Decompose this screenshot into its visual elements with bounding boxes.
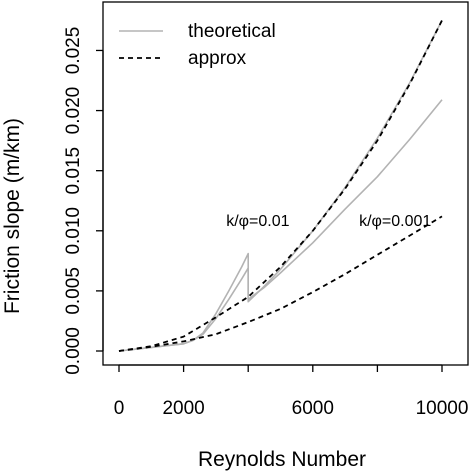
annotation-label: k/φ=0.001 bbox=[359, 213, 431, 230]
legend: theoretical approx bbox=[119, 21, 276, 69]
x-tick-label: 6000 bbox=[292, 398, 334, 419]
y-tick-label: 0.020 bbox=[63, 87, 84, 135]
x-axis-label: Reynolds Number bbox=[198, 448, 366, 471]
annotation-label: k/φ=0.01 bbox=[226, 213, 289, 230]
approx-line-0-001 bbox=[118, 215, 443, 352]
x-tick-label: 10000 bbox=[416, 398, 469, 419]
series-layer bbox=[118, 19, 443, 352]
annotation-layer: k/φ=0.01 k/φ=0.001 bbox=[226, 213, 431, 230]
approx-line-0-01 bbox=[118, 19, 443, 352]
x-axis: 0 2000 6000 10000 bbox=[114, 364, 469, 419]
y-tick-label: 0.025 bbox=[63, 27, 84, 75]
y-tick-label: 0.015 bbox=[63, 147, 84, 195]
theoretical-line-0-001 bbox=[118, 99, 443, 352]
y-tick-label: 0.000 bbox=[63, 327, 84, 375]
plot-border bbox=[102, 1, 469, 366]
legend-label: approx bbox=[188, 48, 247, 69]
x-tick-label: 2000 bbox=[162, 398, 204, 419]
y-tick-label: 0.005 bbox=[63, 267, 84, 315]
plot-frame bbox=[102, 1, 469, 366]
y-axis-label: Friction slope (m/km) bbox=[1, 118, 24, 314]
legend-label: theoretical bbox=[188, 21, 276, 42]
x-tick-label: 0 bbox=[114, 398, 125, 419]
y-axis: 0.000 0.005 0.010 0.015 0.020 0.025 bbox=[63, 27, 104, 375]
y-tick-label: 0.010 bbox=[63, 207, 84, 255]
theoretical-line-0-01 bbox=[118, 20, 443, 352]
